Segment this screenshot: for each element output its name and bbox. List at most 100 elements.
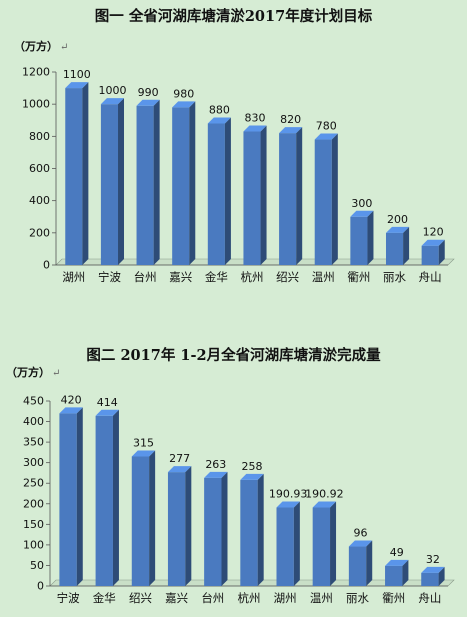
bar-side: [112, 409, 119, 586]
bar-side: [331, 133, 338, 265]
bar-top: [385, 559, 409, 566]
bar-top: [312, 501, 337, 508]
bar-side: [189, 101, 196, 265]
bar-front: [314, 139, 332, 265]
bar: [65, 82, 89, 265]
category-label: 绍兴: [276, 270, 299, 284]
bar-top: [136, 99, 160, 106]
bar: [279, 127, 303, 265]
plot-area: 0 200 400 600 800 1000 1200 1100 湖州 1000 宁波 990 台州 98…: [22, 66, 455, 284]
bar: [385, 559, 409, 586]
bar-top: [279, 127, 303, 134]
category-label: 金华: [205, 270, 228, 284]
y-tick-label: 1200: [22, 66, 50, 79]
category-label: 湖州: [62, 270, 85, 284]
category-label: 衢州: [382, 591, 405, 605]
category-label: 杭州: [241, 270, 264, 284]
bar-top: [204, 471, 228, 478]
value-label: 780: [316, 120, 337, 133]
bar-front: [279, 133, 297, 265]
bar-front: [100, 104, 119, 266]
bar: [172, 101, 196, 265]
category-label: 台州: [134, 270, 157, 284]
bar-front: [95, 415, 113, 586]
y-tick-label: 200: [23, 497, 44, 510]
unit-label: （万方） ↵: [14, 40, 69, 53]
value-label: 277: [169, 452, 190, 465]
value-label: 49: [390, 546, 404, 559]
bar-front: [204, 477, 222, 586]
bar-side: [257, 473, 264, 586]
category-label: 嘉兴: [169, 270, 192, 284]
value-label: 315: [133, 437, 154, 450]
value-label: 830: [245, 112, 266, 125]
value-label: 300: [351, 197, 372, 210]
chart-title: 图一 全省河湖库塘清淤2017年度计划目标: [94, 8, 373, 25]
value-label: 820: [280, 113, 301, 126]
bar-top: [167, 466, 192, 473]
y-tick-label: 150: [23, 518, 44, 531]
bar-side: [153, 99, 160, 266]
bar-front: [312, 507, 331, 586]
bar: [136, 99, 160, 266]
bar-top: [131, 450, 156, 457]
y-tick-label: 0: [43, 259, 50, 272]
bar-side: [403, 226, 410, 265]
value-label: 96: [354, 527, 368, 540]
category-label: 宁波: [57, 591, 80, 605]
bar-side: [296, 127, 303, 265]
category-label: 丽水: [383, 270, 406, 284]
bar-side: [149, 450, 156, 586]
bar-side: [221, 471, 228, 586]
paragraph-mark-icon: ↵: [60, 42, 69, 53]
bar-front: [65, 88, 83, 265]
chart-jan-feb-completion: 图二 2017年 1-2月全省河湖库塘清淤完成量 （万方） ↵ 0 50 100 150…: [0, 300, 467, 617]
bar-front: [59, 413, 77, 586]
value-label: 990: [138, 86, 159, 99]
bar-top: [207, 117, 231, 124]
bar-side: [402, 559, 409, 586]
category-label: 舟山: [419, 270, 442, 284]
bar-side: [118, 98, 125, 266]
bar-top: [421, 566, 445, 573]
category-label: 金华: [93, 591, 116, 605]
value-label: 1000: [98, 84, 126, 97]
bar: [312, 501, 337, 586]
bar-front: [240, 479, 258, 586]
bar-side: [367, 210, 374, 265]
bar-front: [207, 123, 225, 265]
bar: [350, 210, 374, 265]
bar-side: [260, 125, 267, 265]
bar: [276, 501, 300, 586]
bar: [59, 407, 83, 586]
y-tick-label: 300: [23, 456, 44, 469]
value-label: 263: [205, 458, 226, 471]
y-tick-label: 400: [29, 194, 50, 207]
bar-front: [131, 456, 150, 586]
bar-top: [95, 409, 119, 416]
bar: [385, 226, 410, 265]
bar-front: [421, 572, 439, 586]
bar-top: [385, 226, 410, 233]
y-tick-label: 450: [23, 395, 44, 408]
bar-top: [65, 82, 89, 89]
bar: [100, 98, 125, 266]
category-label: 丽水: [346, 591, 369, 605]
bar-front: [136, 105, 154, 266]
bar-front: [350, 216, 368, 265]
y-tick-label: 350: [23, 436, 44, 449]
bar-front: [276, 507, 294, 586]
bar: [421, 239, 445, 265]
bar: [207, 117, 231, 265]
bar-top: [243, 125, 267, 132]
category-label: 绍兴: [129, 591, 152, 605]
y-tick-label: 1000: [22, 98, 50, 111]
bar-side: [330, 501, 337, 586]
bar: [243, 125, 267, 265]
value-label: 980: [173, 87, 194, 100]
bar-top: [350, 210, 374, 217]
bar: [348, 540, 373, 586]
bar-side: [76, 407, 83, 586]
value-label: 880: [209, 103, 230, 116]
category-label: 温州: [312, 270, 335, 284]
